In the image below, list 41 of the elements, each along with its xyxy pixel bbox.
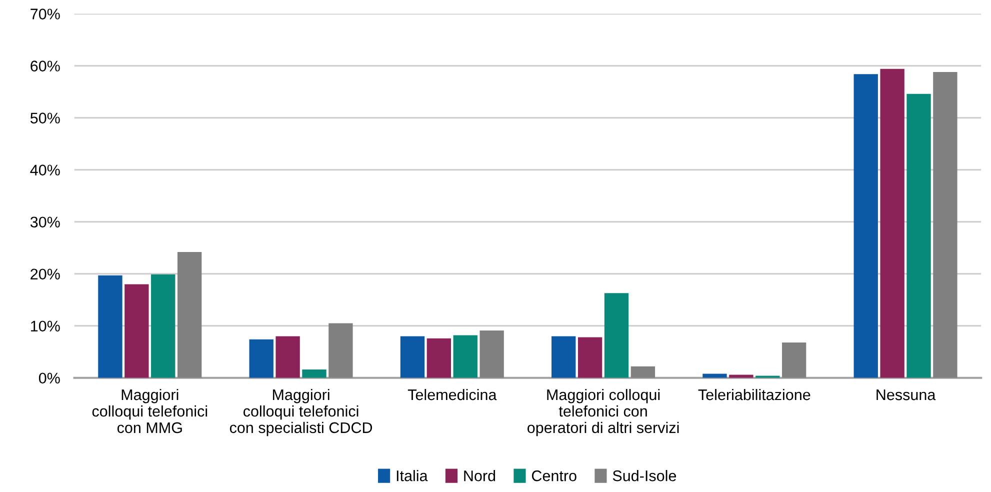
y-tick-label: 60% bbox=[30, 60, 60, 72]
bar bbox=[151, 274, 176, 378]
bar bbox=[854, 74, 878, 378]
bar bbox=[880, 68, 904, 378]
bar bbox=[552, 336, 576, 378]
bar bbox=[782, 342, 806, 378]
x-tick-label: Maggiori colloqui telefonici con specialisti CDCD bbox=[230, 388, 372, 436]
bar bbox=[98, 275, 122, 378]
x-tick-label: Teleriabilitazione bbox=[698, 388, 810, 400]
bar bbox=[276, 336, 300, 378]
bar bbox=[426, 338, 452, 378]
bar bbox=[604, 293, 629, 378]
y-tick-label: 70% bbox=[30, 8, 60, 20]
bar bbox=[124, 284, 149, 378]
bar bbox=[480, 330, 504, 378]
legend-label: Italia bbox=[396, 470, 428, 482]
bar bbox=[933, 72, 958, 378]
bar bbox=[177, 252, 202, 378]
bar bbox=[302, 370, 326, 378]
x-tick-label: Telemedicina bbox=[408, 388, 497, 400]
bar bbox=[630, 366, 656, 378]
bar bbox=[729, 374, 754, 378]
x-tick-label: Maggiori colloqui telefonici con MMG bbox=[92, 388, 208, 434]
y-tick-label: 30% bbox=[30, 216, 60, 228]
y-tick-label: 50% bbox=[30, 112, 60, 124]
bar bbox=[249, 339, 274, 378]
x-tick-label: Maggiori colloqui telefonici con operatori di altri servizi bbox=[528, 388, 679, 436]
bar bbox=[400, 336, 425, 378]
legend-label: Sud-Isole bbox=[612, 470, 676, 482]
bar bbox=[906, 94, 931, 378]
y-tick-label: 10% bbox=[31, 320, 60, 332]
y-tick-label: 40% bbox=[30, 164, 60, 176]
bar bbox=[328, 323, 353, 378]
y-tick-label: 20% bbox=[30, 268, 60, 280]
legend-label: Nord bbox=[464, 470, 496, 482]
y-tick-label: 0% bbox=[38, 372, 60, 384]
x-tick-label: Nessuna bbox=[876, 390, 936, 400]
bar bbox=[578, 337, 602, 378]
legend-label: Centro bbox=[532, 470, 576, 482]
bar bbox=[702, 374, 727, 378]
bar bbox=[453, 335, 478, 378]
